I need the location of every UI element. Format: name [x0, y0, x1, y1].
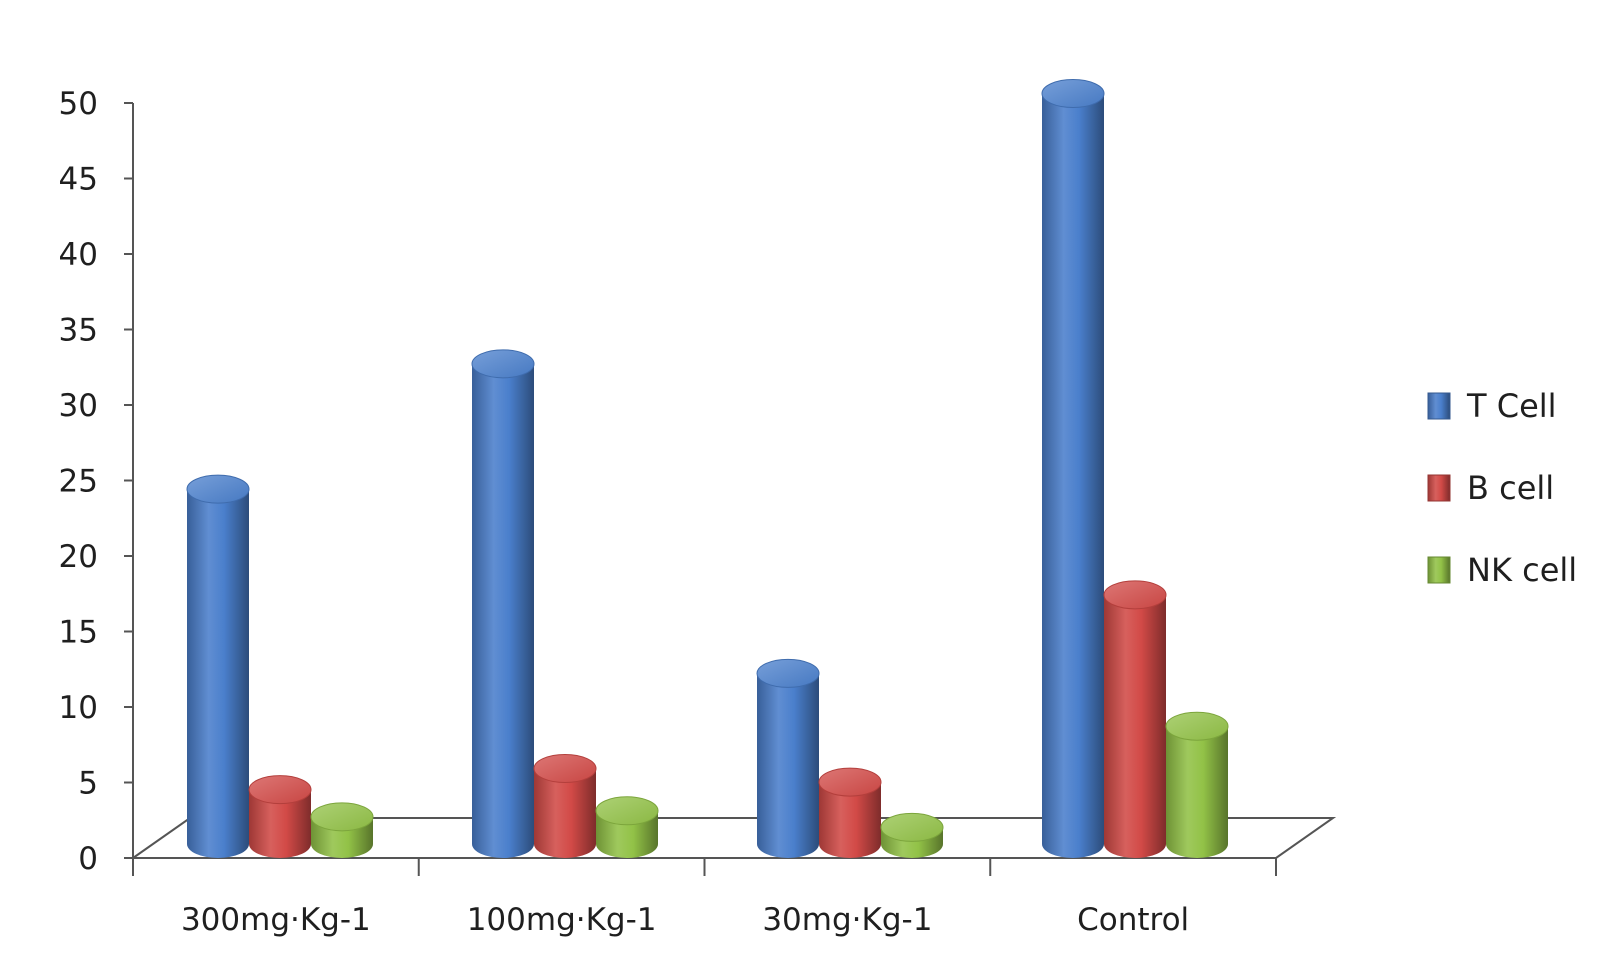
bar [533, 754, 597, 858]
bar [186, 474, 250, 858]
bar [756, 658, 820, 858]
y-tick-label: 30 [59, 388, 98, 424]
bar [248, 775, 312, 858]
y-tick-label: 10 [59, 690, 98, 726]
y-tick-label: 35 [59, 313, 98, 349]
legend-item: NK cell [1427, 551, 1577, 589]
y-tick-label: 0 [78, 841, 98, 877]
y-tick-label: 50 [59, 86, 98, 122]
bar [1103, 580, 1167, 858]
bar-cap [533, 754, 597, 783]
y-tick-label: 25 [59, 464, 98, 500]
bar [818, 767, 882, 858]
bar-body [534, 768, 596, 858]
y-tick-label: 20 [59, 539, 98, 575]
bar-body [187, 489, 249, 858]
y-axis: 0 5 10 15 20 25 30 35 40 45 50 [59, 86, 134, 877]
bars [186, 79, 1229, 858]
bar-cap [756, 658, 820, 688]
bar-body [249, 789, 311, 858]
y-tick-label: 40 [59, 237, 98, 273]
bar-cap [186, 474, 250, 504]
bar-cap [471, 349, 535, 379]
bar-body [1166, 726, 1228, 858]
bar-body [1042, 93, 1104, 858]
bar-cap [310, 802, 374, 832]
x-tick-label: 30mg·Kg-1 [762, 902, 932, 938]
legend-label: T Cell [1466, 387, 1557, 425]
bar [1041, 79, 1105, 858]
x-tick-label: 100mg·Kg-1 [467, 902, 657, 938]
bar-cap [595, 796, 659, 826]
bar-cap [1041, 79, 1105, 109]
y-tick-label: 45 [59, 162, 98, 198]
legend: T Cell B cell NK cell [1427, 387, 1577, 589]
bar [880, 812, 944, 858]
legend-swatch [1427, 392, 1451, 420]
bar-cap [1103, 580, 1167, 610]
floor-outline [129, 817, 1337, 859]
bar-cap [880, 812, 944, 842]
legend-swatch [1427, 474, 1451, 502]
bar-body [1104, 594, 1166, 858]
chart-floor [129, 817, 1337, 859]
y-tick-label: 15 [59, 615, 98, 651]
bar [310, 802, 374, 858]
legend-swatch [1427, 556, 1451, 584]
bar [1165, 711, 1229, 858]
legend-label: B cell [1467, 469, 1554, 507]
bar [595, 796, 659, 858]
bar [471, 349, 535, 858]
bar-body [472, 363, 534, 858]
bar-cap [818, 767, 882, 797]
legend-item: B cell [1427, 469, 1554, 507]
x-tick-label: Control [1077, 902, 1189, 938]
bar-body [757, 673, 819, 858]
bar-cap [1165, 711, 1229, 741]
x-tick-label: 300mg·Kg-1 [181, 902, 371, 938]
y-tick-label: 5 [78, 766, 98, 802]
bar-cap [248, 775, 312, 805]
bar-body [819, 782, 881, 858]
legend-item: T Cell [1427, 387, 1557, 425]
x-axis: 300mg·Kg-1 100mg·Kg-1 30mg·Kg-1 Control [132, 858, 1277, 938]
legend-label: NK cell [1467, 551, 1577, 589]
